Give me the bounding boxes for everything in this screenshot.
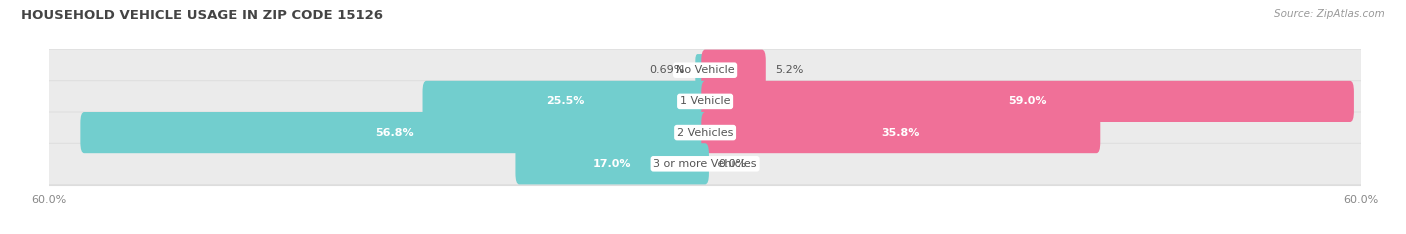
Text: 2 Vehicles: 2 Vehicles <box>676 128 734 138</box>
Text: Source: ZipAtlas.com: Source: ZipAtlas.com <box>1274 9 1385 19</box>
FancyBboxPatch shape <box>516 143 709 184</box>
FancyBboxPatch shape <box>702 50 766 91</box>
Text: 25.5%: 25.5% <box>547 96 585 106</box>
FancyBboxPatch shape <box>45 112 1365 153</box>
Text: No Vehicle: No Vehicle <box>676 65 734 75</box>
Text: 1 Vehicle: 1 Vehicle <box>681 96 730 106</box>
FancyBboxPatch shape <box>45 143 1365 184</box>
FancyBboxPatch shape <box>702 81 1354 122</box>
Text: 17.0%: 17.0% <box>593 159 631 169</box>
FancyBboxPatch shape <box>696 54 707 86</box>
Text: 0.0%: 0.0% <box>718 159 747 169</box>
FancyBboxPatch shape <box>45 50 1365 91</box>
Text: 3 or more Vehicles: 3 or more Vehicles <box>654 159 756 169</box>
FancyBboxPatch shape <box>45 81 1365 122</box>
Text: 35.8%: 35.8% <box>882 128 920 138</box>
FancyBboxPatch shape <box>80 112 709 153</box>
Text: 59.0%: 59.0% <box>1008 96 1047 106</box>
Text: 56.8%: 56.8% <box>375 128 413 138</box>
FancyBboxPatch shape <box>423 81 709 122</box>
Text: HOUSEHOLD VEHICLE USAGE IN ZIP CODE 15126: HOUSEHOLD VEHICLE USAGE IN ZIP CODE 1512… <box>21 9 382 22</box>
Text: 5.2%: 5.2% <box>775 65 803 75</box>
FancyBboxPatch shape <box>702 112 1101 153</box>
Text: 0.69%: 0.69% <box>650 65 685 75</box>
